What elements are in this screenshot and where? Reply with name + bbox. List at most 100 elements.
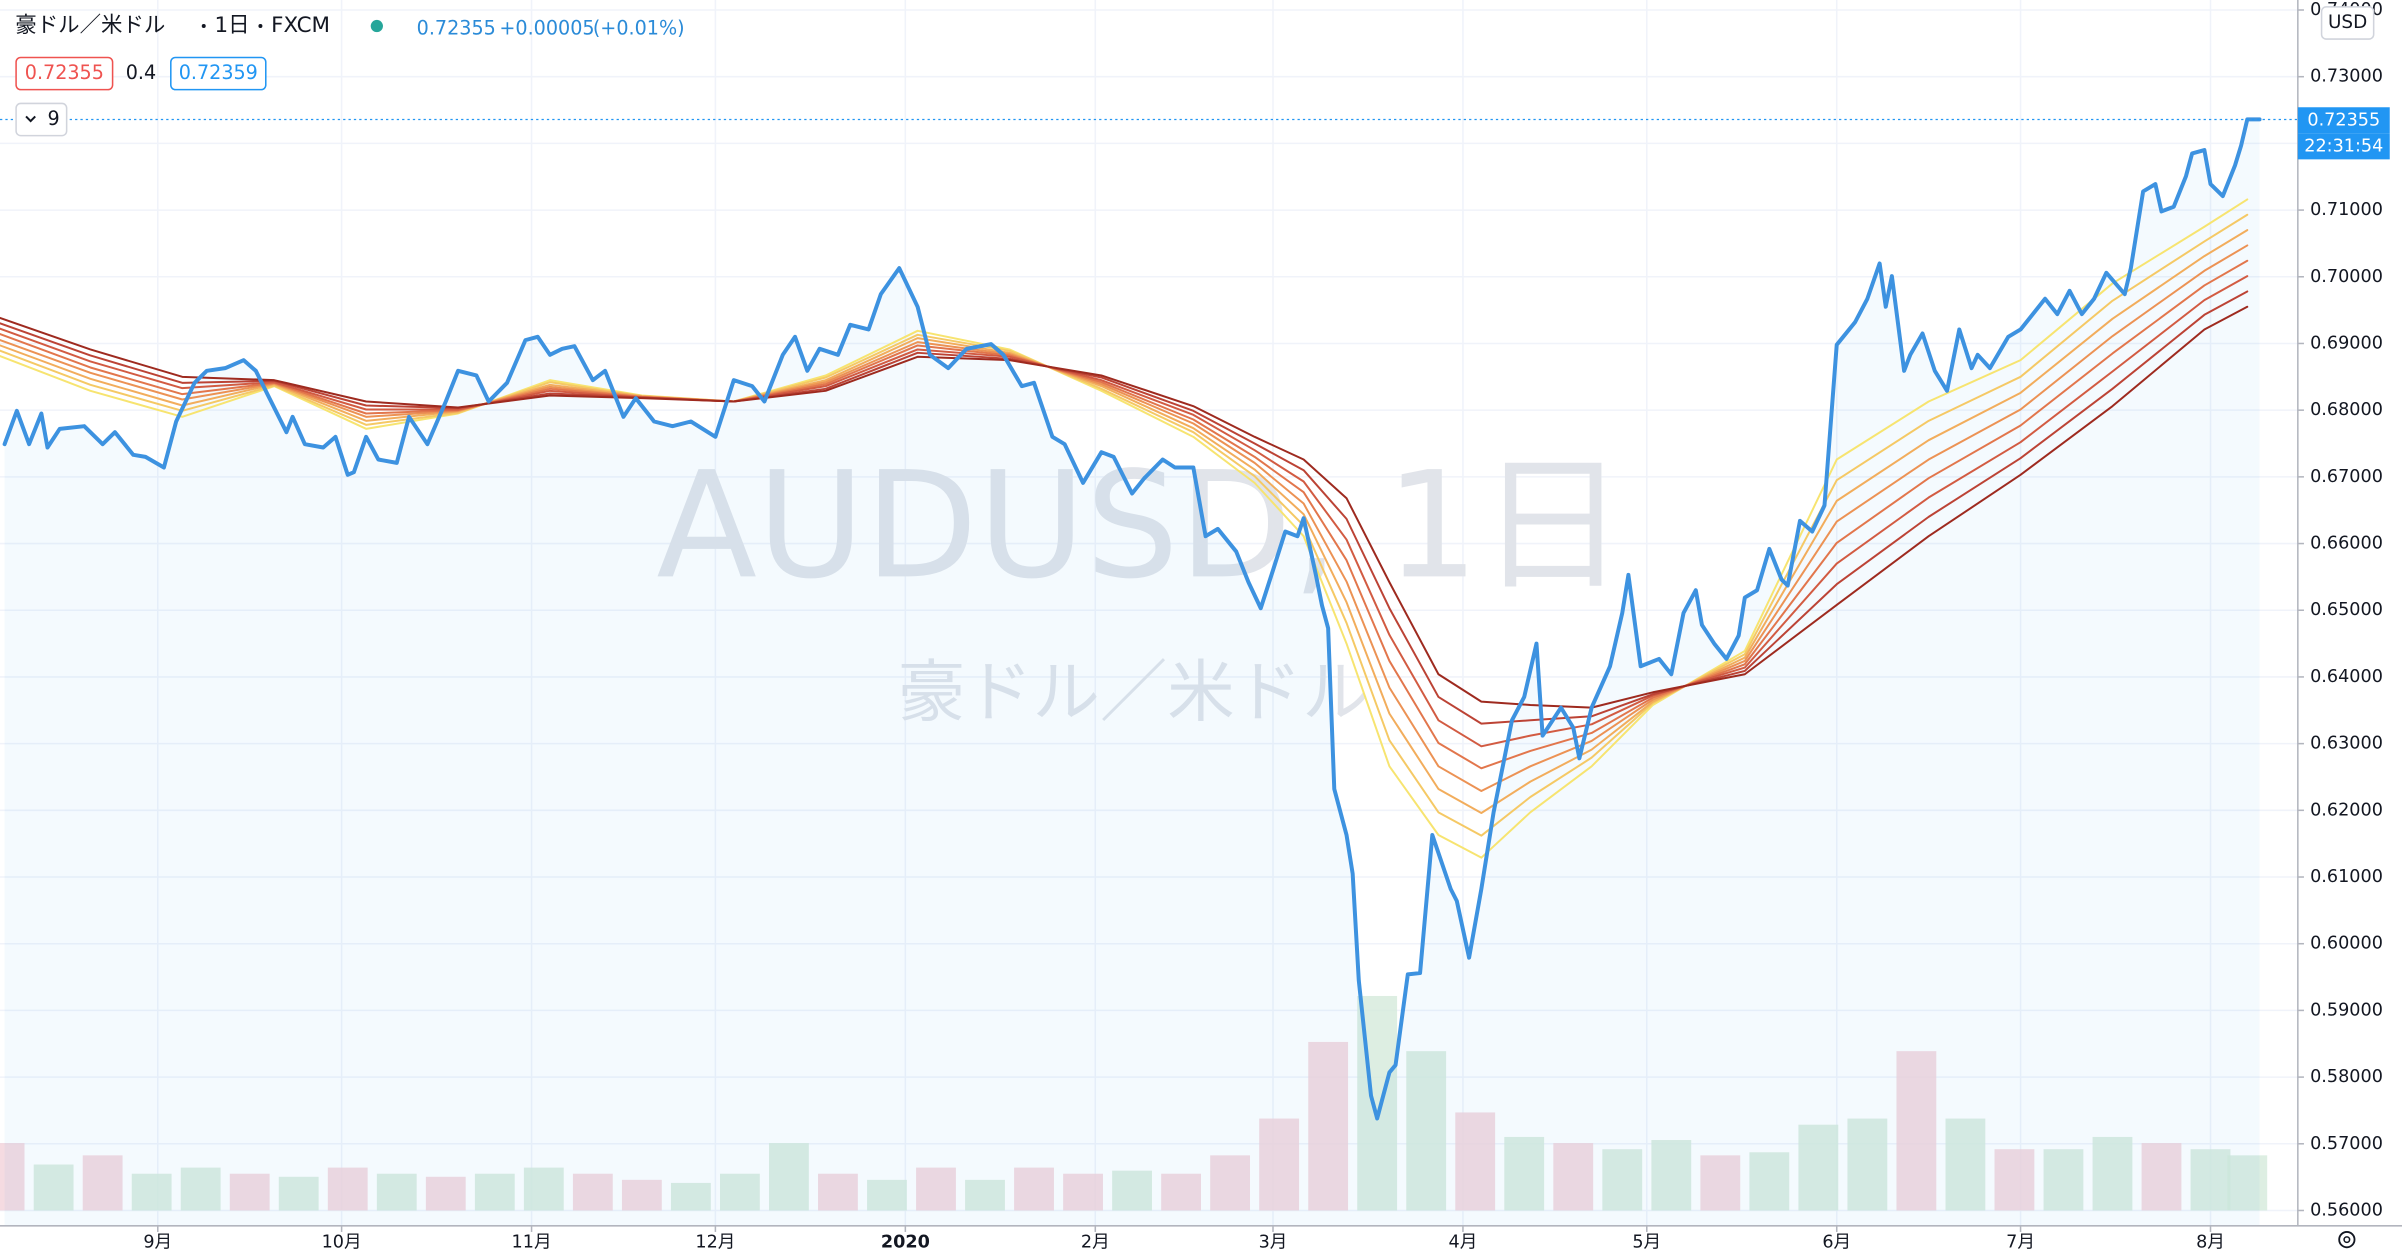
volume-bar bbox=[1259, 1118, 1300, 1211]
volume-bar bbox=[278, 1176, 319, 1211]
volume-bar bbox=[1651, 1140, 1692, 1211]
volume-bar bbox=[425, 1176, 466, 1211]
volume-bar bbox=[523, 1167, 564, 1211]
watermark-title: AUDUSD, 1日 bbox=[656, 439, 1626, 611]
volume-bar bbox=[1945, 1118, 1986, 1211]
volume-bar bbox=[867, 1179, 907, 1211]
x-tick-label: 12月 bbox=[695, 1233, 735, 1253]
gear bbox=[2338, 1231, 2356, 1249]
watermark-subtitle: 豪ドル／米ドル bbox=[898, 653, 1370, 732]
volume-bar bbox=[2141, 1143, 2182, 1211]
x-tick-label: 2020 bbox=[881, 1233, 930, 1253]
volume-bar bbox=[1014, 1167, 1054, 1211]
volume-bar bbox=[376, 1173, 417, 1211]
volume-bar bbox=[1798, 1124, 1839, 1211]
watermark: AUDUSD, 1日 豪ドル／米ドル bbox=[656, 439, 1626, 731]
volume-bar bbox=[1161, 1173, 1201, 1211]
currency: USD bbox=[2328, 12, 2367, 33]
axis-labels: 0.740000.730000.720000.710000.700000.690… bbox=[143, 0, 2383, 1253]
market-status[interactable] bbox=[370, 19, 383, 33]
volume-bar bbox=[1749, 1152, 1790, 1211]
currency-box[interactable] bbox=[2320, 6, 2375, 40]
volume-bar bbox=[1700, 1155, 1741, 1211]
volume-bar bbox=[0, 1143, 25, 1211]
volume-bar bbox=[2227, 1155, 2268, 1211]
y-tick-label: 0.61000 bbox=[2310, 867, 2383, 887]
volume-bar bbox=[1406, 1051, 1447, 1211]
price-tag-label: 0.72355 bbox=[2307, 110, 2380, 130]
y-tick-label: 0.68000 bbox=[2310, 400, 2383, 420]
volume-bar bbox=[572, 1173, 613, 1211]
x-tick-label: 3月 bbox=[1259, 1233, 1288, 1253]
legend-box bbox=[15, 56, 114, 91]
price-layer bbox=[2, 117, 2262, 1121]
gear-center bbox=[2343, 1236, 2351, 1244]
countdown-tag bbox=[2297, 133, 2390, 160]
x-tick-label: 2月 bbox=[1081, 1233, 1110, 1253]
volume-bar bbox=[1896, 1051, 1937, 1211]
volume-bar bbox=[2092, 1136, 2133, 1211]
y-tick-label: 0.56000 bbox=[2310, 1200, 2383, 1220]
volume-bar bbox=[229, 1173, 270, 1211]
y-tick-label: 0.59000 bbox=[2310, 1000, 2383, 1020]
volume-bar bbox=[1602, 1149, 1643, 1211]
time-axis-bg bbox=[0, 1225, 2298, 1258]
volume-bar bbox=[965, 1179, 1005, 1211]
y-tick-label: 0.58000 bbox=[2310, 1067, 2383, 1087]
indicators-toggle[interactable] bbox=[15, 102, 68, 137]
interval: 1日 bbox=[214, 13, 249, 38]
volume-bar bbox=[769, 1143, 809, 1211]
volume-bar bbox=[1210, 1155, 1251, 1211]
change-percent: (+0.01%) bbox=[593, 17, 685, 40]
volume-bar bbox=[1308, 1041, 1349, 1211]
legend-value: 0.72355 bbox=[25, 61, 104, 84]
volume-bar bbox=[33, 1164, 74, 1211]
volume-bar bbox=[2190, 1149, 2231, 1211]
price-tag bbox=[2297, 107, 2390, 134]
volume-bar bbox=[719, 1173, 760, 1211]
last-price: 0.72355 bbox=[417, 17, 496, 40]
y-tick-label: 0.69000 bbox=[2310, 333, 2383, 353]
volume-bar bbox=[82, 1155, 123, 1211]
legend-value: 0.72359 bbox=[179, 61, 258, 84]
volume-bar bbox=[2043, 1149, 2084, 1211]
volume-bar bbox=[1112, 1170, 1152, 1211]
y-tick-label: 0.62000 bbox=[2310, 800, 2383, 820]
price-axis-bg bbox=[2297, 0, 2402, 1258]
volume-bar bbox=[180, 1167, 221, 1211]
separator bbox=[258, 24, 263, 29]
chevron-icon bbox=[25, 115, 36, 123]
volume-bar bbox=[670, 1182, 711, 1211]
volume-bar bbox=[1455, 1112, 1496, 1211]
countdown: 22:31:54 bbox=[2304, 136, 2383, 156]
volume-bar bbox=[1847, 1118, 1888, 1211]
volume bbox=[0, 995, 2268, 1211]
y-tick-label: 0.70000 bbox=[2310, 267, 2383, 287]
x-tick-label: 8月 bbox=[2196, 1233, 2225, 1253]
y-tick-label: 0.64000 bbox=[2310, 667, 2383, 687]
source: FXCM bbox=[271, 13, 330, 38]
volume-bar bbox=[1994, 1149, 2035, 1211]
y-tick-label: 0.60000 bbox=[2310, 934, 2383, 954]
volume-bar bbox=[327, 1167, 368, 1211]
volume-bar bbox=[916, 1167, 956, 1211]
indicator-count: 9 bbox=[48, 107, 60, 130]
legend-box bbox=[170, 56, 267, 91]
volume-bar bbox=[818, 1173, 858, 1211]
y-tick-label: 0.66000 bbox=[2310, 534, 2383, 554]
y-tick-label: 0.73000 bbox=[2310, 67, 2383, 87]
volume-bar bbox=[1504, 1136, 1545, 1211]
legend-value: 0.4 bbox=[126, 61, 156, 84]
price-line bbox=[2, 117, 2262, 1121]
x-tick-label: 9月 bbox=[143, 1233, 172, 1253]
volume-bar bbox=[1063, 1173, 1103, 1211]
x-tick-label: 11月 bbox=[512, 1233, 552, 1253]
settings-icon[interactable] bbox=[2338, 1231, 2356, 1249]
ribbon-line bbox=[0, 198, 2249, 859]
y-tick-label: 0.57000 bbox=[2310, 1134, 2383, 1154]
x-tick-label: 7月 bbox=[2006, 1233, 2035, 1253]
volume-bar bbox=[1553, 1143, 1594, 1211]
x-tick-label: 4月 bbox=[1449, 1233, 1478, 1253]
x-tick-label: 10月 bbox=[322, 1233, 362, 1253]
